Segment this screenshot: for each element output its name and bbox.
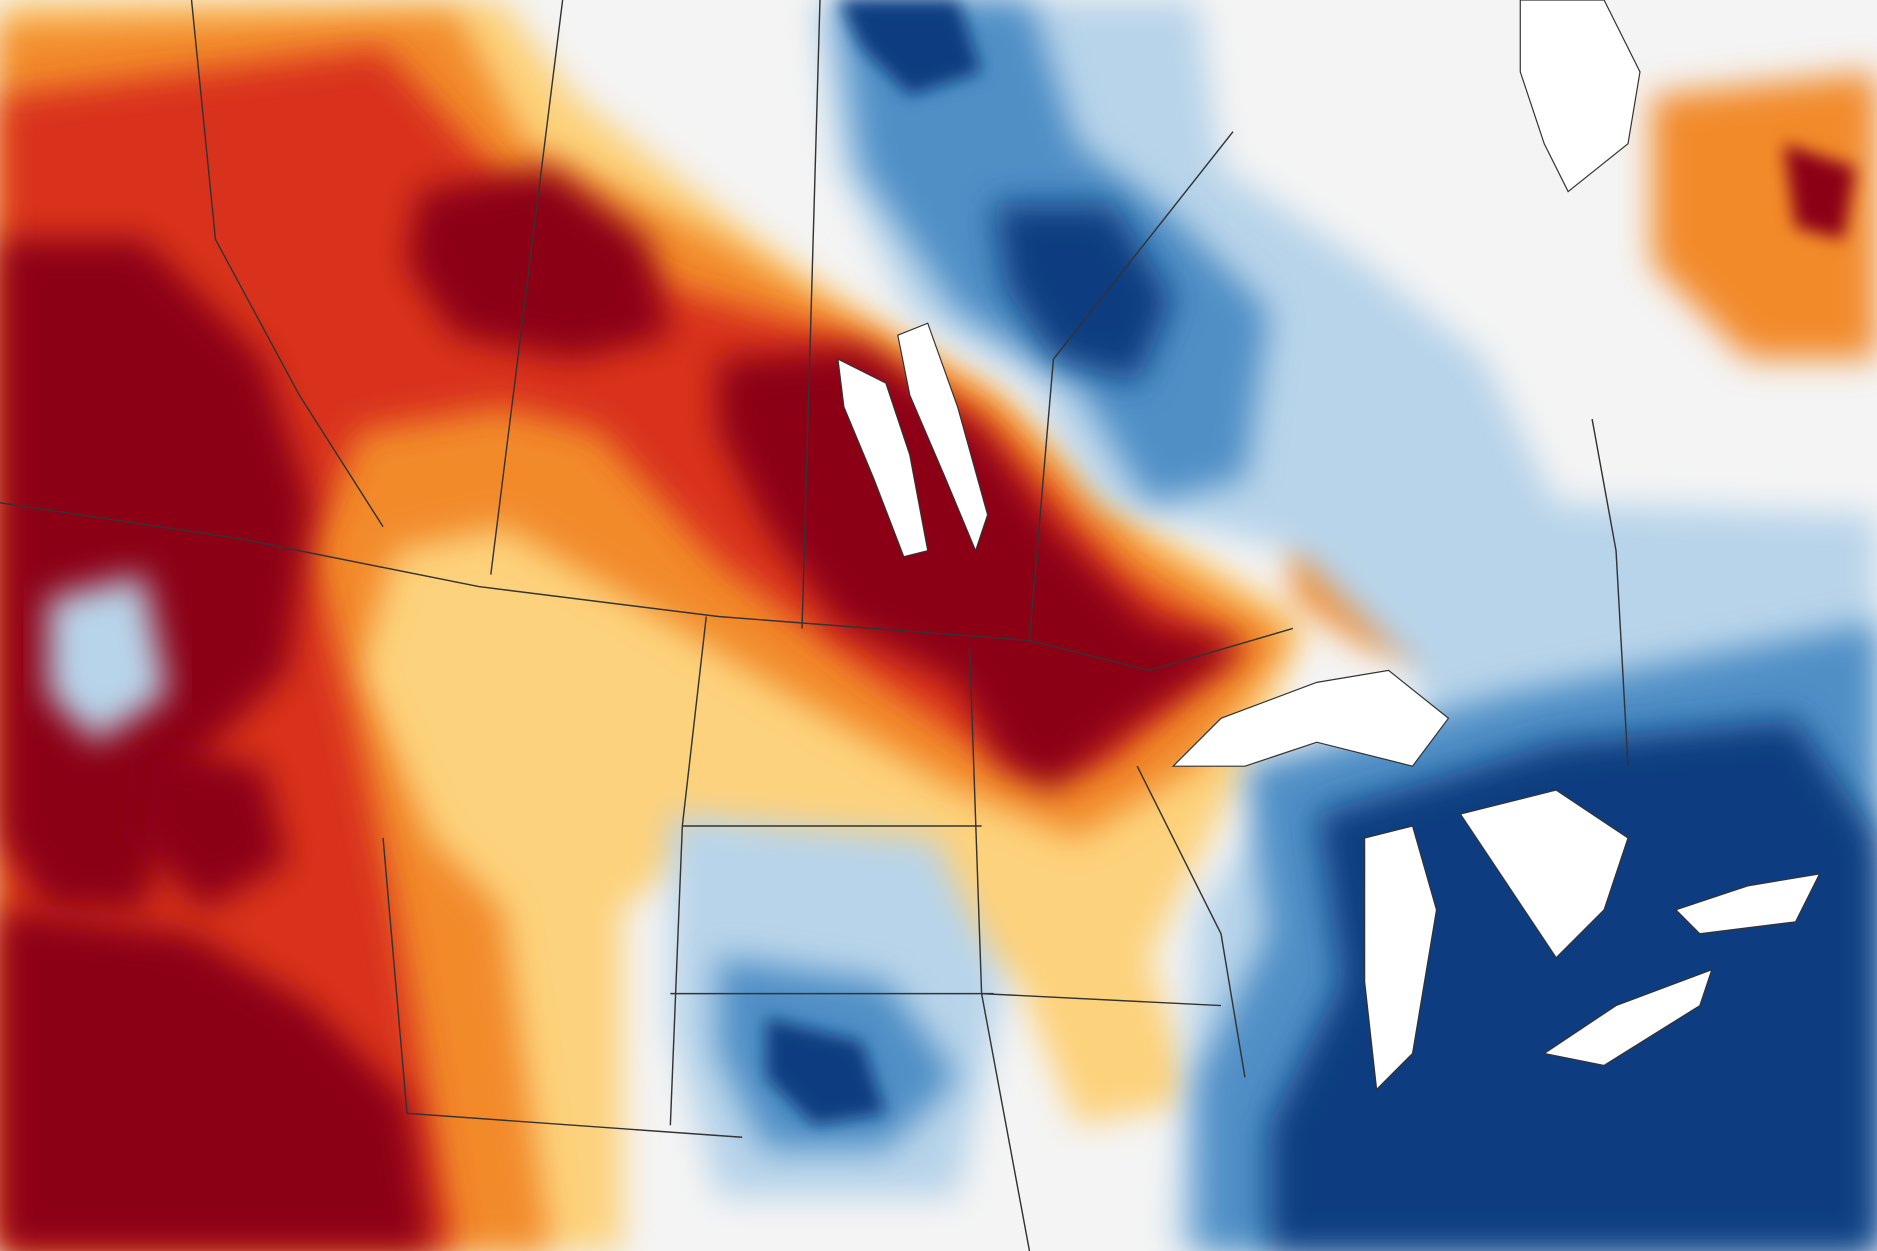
great-lakes [837, 0, 1821, 1091]
dry-extreme-region-rockies [0, 239, 312, 910]
lake-erie [1542, 968, 1713, 1067]
border-wi [1136, 765, 1246, 1078]
border-manitoba-ontario [1028, 131, 1234, 641]
border-bc-alberta [190, 0, 384, 528]
wet-strong-region-dakotas [766, 1017, 886, 1126]
dry-strong-region [0, 47, 1245, 1251]
border-mn-ia [981, 992, 1222, 1007]
border-alberta-sask [490, 0, 564, 575]
border-wy-co [382, 837, 743, 1138]
wet-strong-region-ontario [837, 0, 982, 96]
wet-strong-region-hudson-bay [993, 203, 1174, 384]
dry-extreme-region-southwest [0, 909, 431, 1251]
lake-ontario [1674, 873, 1821, 935]
wet-strong-region-greatlakes [1268, 718, 1877, 1251]
border-ontario-quebec [1591, 418, 1629, 767]
lake-superior [1171, 669, 1450, 767]
state-province-borders [0, 0, 1629, 1251]
hudson-bay [1519, 0, 1641, 193]
wet-slight-region-idaho [47, 574, 168, 743]
dry-extreme-region-prairies [407, 167, 671, 360]
lake-winnipeg [897, 322, 989, 553]
dry-extreme-region-manitoba [718, 347, 1245, 791]
lake-huron [1459, 789, 1629, 959]
us-canada-border [0, 502, 1294, 672]
border-sask-manitoba [801, 0, 821, 629]
dry-extreme-region-nevada [131, 742, 288, 910]
dry-extreme-region-quebec [1783, 143, 1856, 240]
dry-moderate-region-quebec [1651, 71, 1877, 360]
lake-michigan [1364, 825, 1438, 1091]
lake-manitoba [837, 358, 929, 558]
